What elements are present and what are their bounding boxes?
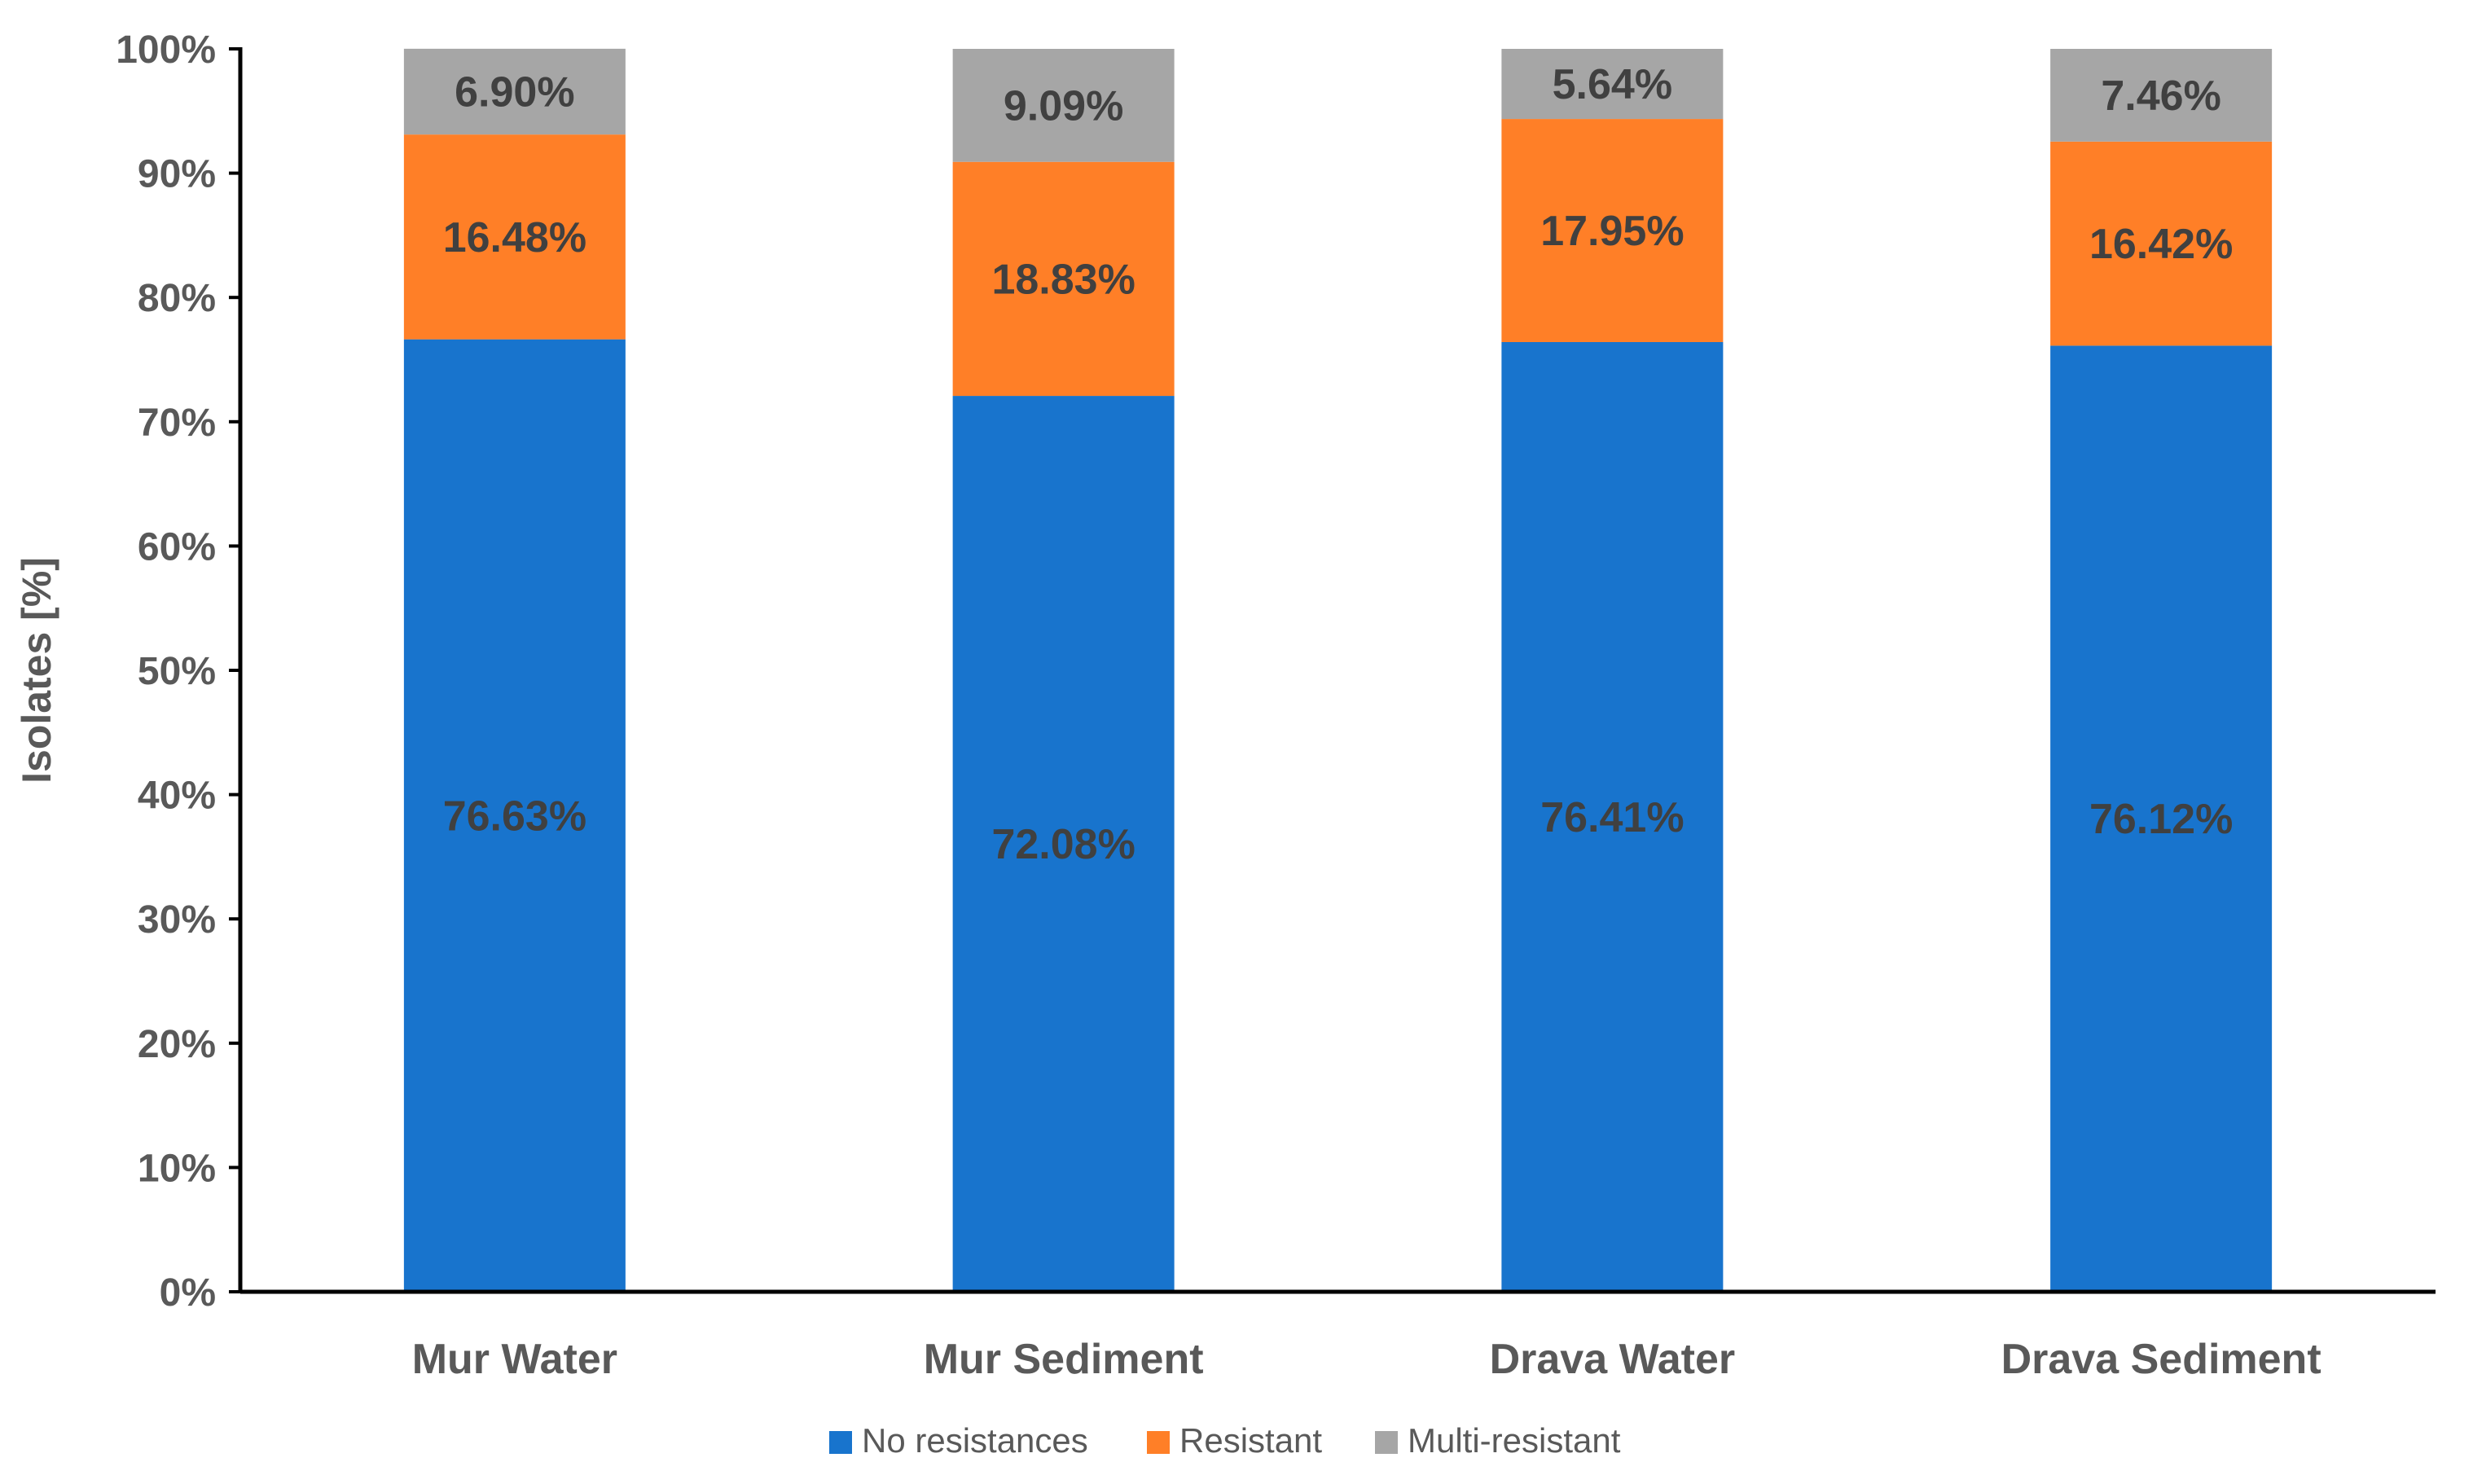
data-label: 9.09%	[1004, 82, 1123, 130]
bar-segment-no-resistances	[1501, 341, 1724, 1292]
y-tick-label: 90%	[138, 153, 216, 196]
y-tick-label: 0%	[160, 1271, 216, 1315]
bar-segment-multi-resistant	[952, 49, 1175, 162]
y-tick-label: 30%	[138, 898, 216, 942]
bar-segment-resistant	[403, 134, 626, 340]
data-label: 18.83%	[991, 256, 1135, 303]
y-tick-label: 10%	[138, 1147, 216, 1190]
data-label: 7.46%	[2101, 72, 2220, 120]
bar-segment-resistant	[1501, 119, 1724, 342]
x-category-label: Mur Sediment	[924, 1336, 1204, 1383]
bar-segment-resistant	[2050, 141, 2273, 346]
x-category-label: Drava Sediment	[2001, 1336, 2321, 1383]
bar-segment-no-resistances	[952, 396, 1175, 1292]
y-tick-label: 60%	[138, 525, 216, 569]
data-label: 5.64%	[1553, 61, 1672, 108]
data-label: 72.08%	[991, 821, 1135, 868]
bar-segment-no-resistances	[2050, 345, 2273, 1292]
y-tick-label: 20%	[138, 1023, 216, 1066]
y-tick-label: 40%	[138, 775, 216, 818]
data-label: 6.90%	[455, 68, 574, 116]
bar-segment-resistant	[952, 161, 1175, 397]
bar-segment-multi-resistant	[2050, 49, 2273, 142]
data-label: 76.63%	[443, 792, 586, 840]
data-label: 17.95%	[1540, 208, 1684, 255]
x-category-label: Drava Water	[1490, 1336, 1736, 1383]
legend-label: Resistant	[1179, 1421, 1322, 1460]
y-tick-label: 70%	[138, 402, 216, 445]
data-label: 76.41%	[1540, 794, 1684, 841]
data-label: 76.12%	[2089, 796, 2233, 843]
bar-segment-multi-resistant	[1501, 49, 1724, 120]
legend-swatch	[1375, 1431, 1398, 1454]
data-label: 16.48%	[443, 214, 586, 261]
bar-segment-multi-resistant	[403, 48, 626, 135]
legend-swatch	[1147, 1431, 1170, 1454]
data-label: 16.42%	[2089, 221, 2233, 268]
x-category-labels: Mur Water Mur Sediment Drava Water Drava Se…	[412, 1336, 2321, 1383]
legend-label: Multi-resistant	[1408, 1421, 1621, 1460]
bars-group: 76.63% 16.48% 6.90% 72.08% 18.83% 9.09% 76.41%…	[403, 48, 2273, 1292]
legend-swatch	[829, 1431, 852, 1454]
bar-segment-no-resistances	[403, 339, 626, 1292]
x-category-label: Mur Water	[412, 1336, 617, 1383]
y-axis-title: Isolates [%]	[14, 557, 59, 784]
legend-label: No resistances	[862, 1421, 1088, 1460]
legend: No resistances Resistant Multi-resistant	[829, 1421, 1621, 1460]
y-tick-label: 100%	[116, 29, 216, 72]
y-tick-label: 50%	[138, 650, 216, 693]
y-tick-label: 80%	[138, 277, 216, 320]
y-ticks-group: 0% 10% 20% 30% 40% 50% 60% 70% 80% 90% 100%	[116, 29, 240, 1315]
